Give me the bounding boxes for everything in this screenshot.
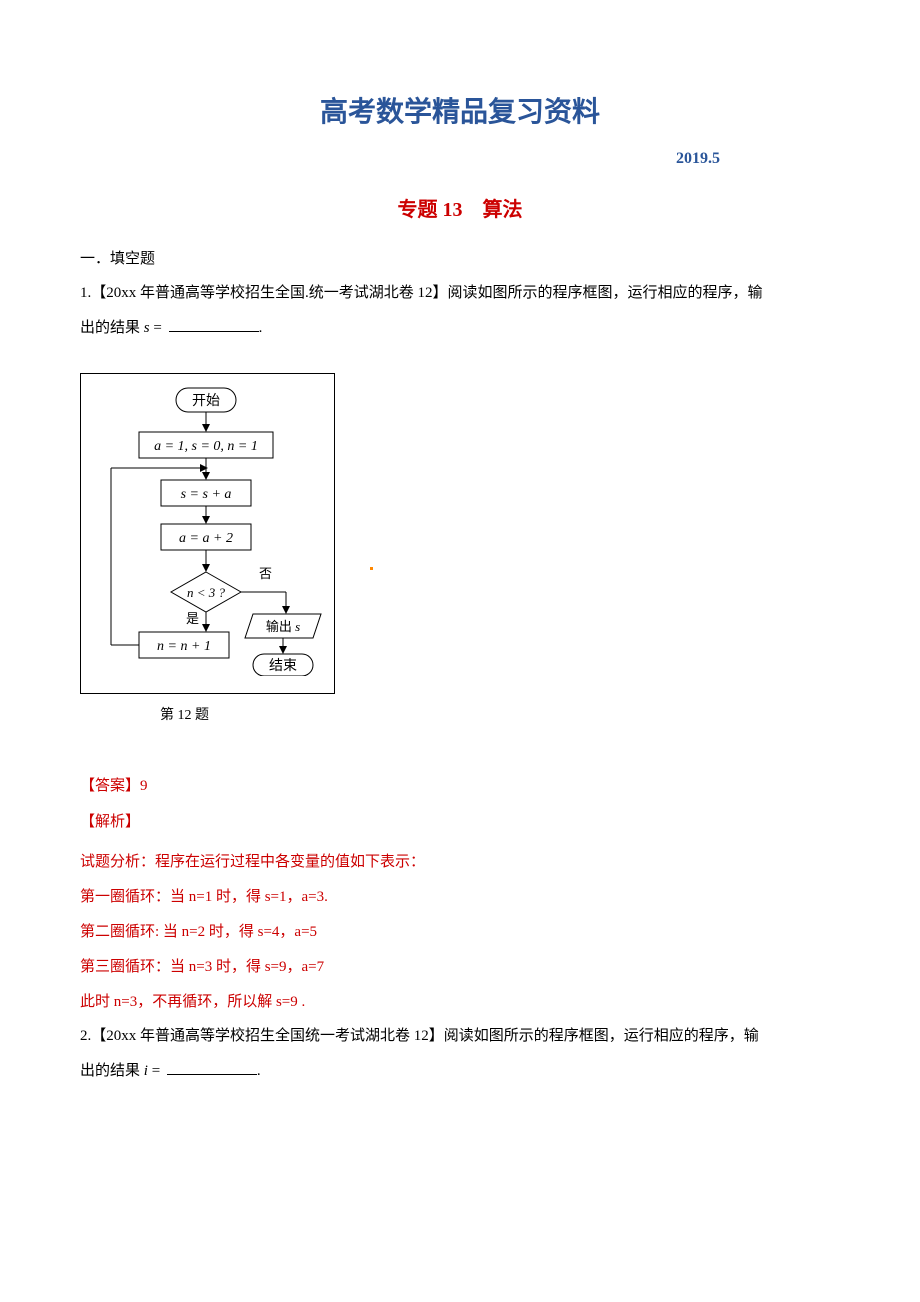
answer-value: 9 <box>140 778 148 794</box>
svg-text:n < 3 ?: n < 3 ? <box>187 585 226 600</box>
svg-text:s = s + a: s = s + a <box>181 487 232 502</box>
question-2-eq: = <box>148 1063 164 1079</box>
question-1-period: . <box>259 320 263 336</box>
svg-text:是: 是 <box>186 611 199 626</box>
decorative-dot <box>370 567 373 570</box>
question-1-line-2: 出的结果 s = . <box>80 313 840 343</box>
topic-title: 专题 13 算法 <box>80 193 840 222</box>
analysis-line-2: 第一圈循环：当 n=1 时，得 s=1，a=3. <box>80 881 840 914</box>
svg-text:n = n + 1: n = n + 1 <box>157 639 211 654</box>
answer-label: 【答案】 <box>80 778 140 794</box>
question-2-period: . <box>257 1063 261 1079</box>
svg-text:开始: 开始 <box>192 393 220 409</box>
main-title: 高考数学精品复习资料 <box>80 90 840 130</box>
flowchart-svg: 开始 a = 1, s = 0, n = 1 s = s + a a = a +… <box>91 386 326 676</box>
answer-blank <box>169 331 259 332</box>
svg-text:输出 s: 输出 s <box>266 619 300 634</box>
svg-text:结束: 结束 <box>269 658 297 674</box>
flowchart: 开始 a = 1, s = 0, n = 1 s = s + a a = a +… <box>80 373 335 694</box>
flowchart-container: 开始 a = 1, s = 0, n = 1 s = s + a a = a +… <box>80 373 840 694</box>
document-date: 2019.5 <box>80 150 720 168</box>
topic-number: 专题 13 <box>398 199 463 221</box>
question-2-line-2: 出的结果 i = . <box>80 1056 840 1086</box>
question-1-eq: = <box>150 320 166 336</box>
topic-name: 算法 <box>483 199 523 221</box>
answer-blank-2 <box>167 1074 257 1075</box>
question-1-suffix: 出的结果 <box>80 320 144 336</box>
question-2-suffix: 出的结果 <box>80 1063 144 1079</box>
question-2-line-1: 2.【20xx 年普通高等学校招生全国统一考试湖北卷 12】阅读如图所示的程序框… <box>80 1021 840 1051</box>
answer-block: 【答案】9 <box>80 774 840 795</box>
analysis-line-3: 第二圈循环: 当 n=2 时，得 s=4，a=5 <box>80 916 840 949</box>
analysis-line-5: 此时 n=3，不再循环，所以解 s=9 . <box>80 986 840 1019</box>
section-heading: 一．填空题 <box>80 247 840 268</box>
svg-text:否: 否 <box>259 566 272 581</box>
svg-text:a = 1, s = 0, n = 1: a = 1, s = 0, n = 1 <box>154 439 258 454</box>
analysis-label: 【解析】 <box>80 810 840 831</box>
figure-caption: 第 12 题 <box>160 704 840 724</box>
analysis-line-4: 第三圈循环：当 n=3 时，得 s=9，a=7 <box>80 951 840 984</box>
svg-text:a = a + 2: a = a + 2 <box>179 531 233 546</box>
question-1-line-1: 1.【20xx 年普通高等学校招生全国.统一考试湖北卷 12】阅读如图所示的程序… <box>80 278 840 308</box>
analysis-line-1: 试题分析：程序在运行过程中各变量的值如下表示： <box>80 846 840 879</box>
